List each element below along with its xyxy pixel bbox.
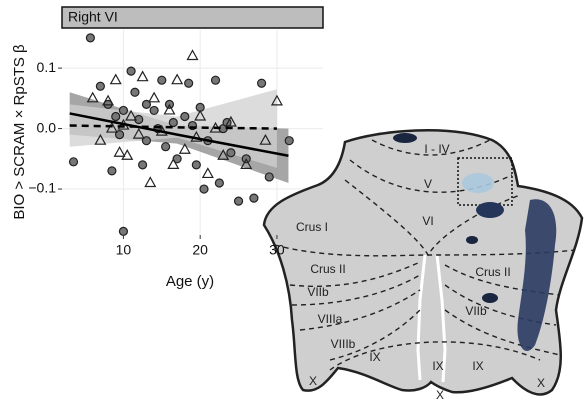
circle-point <box>284 136 294 146</box>
circle-point <box>157 75 167 85</box>
triangle-point <box>144 176 157 188</box>
triangle-point <box>125 109 138 121</box>
lobule-label: Crus I <box>296 220 328 234</box>
circle-point <box>226 148 236 158</box>
triangle-point <box>178 142 191 154</box>
triangle-point <box>224 115 237 127</box>
lobule-label: VIIIa <box>318 312 343 326</box>
triangle-point <box>86 91 99 103</box>
triangle-point <box>148 91 161 103</box>
circle-point <box>161 142 171 152</box>
x-tick-label: 10 <box>116 242 132 258</box>
lobule-label: Crus II <box>310 262 345 276</box>
lobule-label: VI <box>422 214 433 228</box>
triangle-point <box>121 149 134 160</box>
circle-point <box>180 111 190 122</box>
lobule-label: VIIb <box>307 285 329 299</box>
triangle-point <box>113 146 126 157</box>
circle-point <box>199 184 209 194</box>
circle-point <box>130 87 140 97</box>
lobule-label: I - IV <box>424 142 449 156</box>
lobule-label: VIIb <box>465 304 487 318</box>
circle-point <box>85 33 96 43</box>
confidence-band <box>69 89 277 168</box>
lobule-label: X <box>309 374 317 388</box>
activation-blobs <box>393 133 557 351</box>
circle-point <box>111 111 121 122</box>
circle-point <box>249 193 259 203</box>
lobule-label: X <box>436 388 444 402</box>
fit-line <box>69 124 277 130</box>
triangle-point <box>167 158 180 169</box>
circle-point <box>118 226 129 236</box>
triangle-point <box>171 73 184 85</box>
circle-point <box>149 105 159 116</box>
lobule-label: IX <box>369 350 380 364</box>
lobule-label: V <box>424 177 432 191</box>
triangle-point <box>94 133 107 145</box>
circle-point <box>138 160 148 170</box>
circle-point <box>168 117 178 128</box>
triangle-point <box>105 121 118 133</box>
lobule-labels: I - IV V VI Crus I Crus II VIIb VIIIa VIIIb IX X C… <box>296 142 545 402</box>
triangle-point <box>259 133 272 145</box>
triangle-point <box>132 127 145 139</box>
triangle-point <box>163 103 176 115</box>
lobule-label: Crus II <box>475 265 510 279</box>
vermis-gap <box>416 254 447 383</box>
triangle-point <box>102 94 115 106</box>
triangle-point <box>194 109 207 121</box>
triangle-point <box>136 70 149 82</box>
circle-point <box>191 160 201 170</box>
lobule-label: VIIIb <box>331 337 356 351</box>
plot-layer <box>62 30 323 236</box>
circle-point <box>107 166 117 176</box>
circle-point <box>210 75 221 85</box>
scatter-panel: Right VI Age (y) BIO > SCRAM × RpSTS β <box>11 6 324 290</box>
y-tick-label: 0.1 <box>37 59 57 75</box>
triangle-point <box>217 149 230 160</box>
circle-point <box>214 178 224 188</box>
y-tick-label: −0.1 <box>28 180 56 196</box>
cerebellum-flatmap: I - IV V VI Crus I Crus II VIIb VIIIa VIIIb IX X C… <box>262 129 584 402</box>
circle-point <box>126 66 136 76</box>
lobule-label: X <box>537 376 545 390</box>
circle-point <box>95 81 105 91</box>
circle-point <box>118 105 129 116</box>
x-tick-label: 20 <box>192 242 208 258</box>
circle-point <box>68 157 79 167</box>
triangle-point <box>240 158 253 169</box>
circle-point <box>264 172 274 182</box>
strip-label: Right VI <box>68 9 118 25</box>
x-axis-label: Age (y) <box>166 273 214 290</box>
triangle-point <box>201 167 214 179</box>
x-tick-label: 30 <box>269 242 285 258</box>
facet-strip <box>61 6 324 29</box>
triangle-point <box>270 94 283 106</box>
lobule-boundaries <box>274 139 576 371</box>
lobule-label: IX <box>432 359 443 373</box>
circle-point <box>184 78 194 88</box>
y-axis-label: BIO > SCRAM × RpSTS β <box>11 44 28 220</box>
fit-line <box>69 112 289 158</box>
y-tick-label: 0.0 <box>37 119 57 135</box>
lobule-label: IX <box>472 359 483 373</box>
circle-point <box>256 78 267 88</box>
triangle-point <box>109 73 122 85</box>
circle-point <box>233 196 244 206</box>
triangle-point <box>186 49 199 61</box>
